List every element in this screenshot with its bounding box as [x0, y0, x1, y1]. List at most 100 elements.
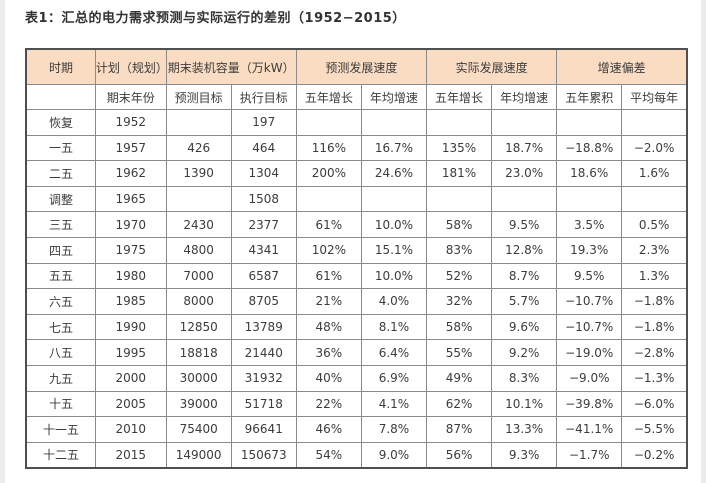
period-cell: 十二五 [25, 441, 96, 469]
value-cell: −1.7% [556, 441, 623, 469]
value-cell [295, 185, 362, 213]
value-cell: −9.0% [556, 364, 623, 392]
value-cell: 56% [425, 441, 493, 469]
value-cell: 1952 [94, 109, 167, 136]
table-row: 十五 2005 39000 51718 22% 4.1% 62% 10.1% −39.8% −6.… [25, 390, 688, 418]
value-cell: 4.1% [360, 390, 427, 418]
value-cell: 16.7% [360, 134, 427, 162]
subheader-cell: 期末年份 [94, 84, 167, 110]
period-cell: 恢复 [25, 109, 96, 136]
value-cell: 1980 [94, 262, 167, 290]
value-cell: 18818 [165, 339, 232, 366]
table-row: 十二五 2015 149000 150673 54% 9.0% 56% 9.3% −1.7% −0… [25, 441, 688, 469]
value-cell: 21% [295, 288, 362, 315]
value-cell: 2377 [230, 211, 297, 238]
value-cell: 102% [295, 236, 362, 264]
value-cell: 62% [425, 390, 493, 418]
value-cell: 8.7% [491, 262, 558, 290]
period-cell: 二五 [25, 160, 96, 187]
value-cell: 135% [425, 134, 493, 162]
value-cell [621, 185, 688, 213]
value-cell: −2.8% [621, 339, 688, 366]
header-cell: 计划（规划） [94, 48, 167, 85]
subheader-cell: 五年增长 [295, 84, 362, 110]
period-cell: 七五 [25, 313, 96, 341]
subheader-cell: 五年增长 [425, 84, 493, 110]
value-cell: 12850 [165, 313, 232, 341]
value-cell: 54% [295, 441, 362, 469]
value-cell: 7000 [165, 262, 232, 290]
value-cell: −1.8% [621, 313, 688, 341]
value-cell: 1.6% [621, 160, 688, 187]
table-row: 四五 1975 4800 4341 102% 15.1% 83% 12.8% 19.3% 2.3% [25, 236, 688, 264]
value-cell: 116% [295, 134, 362, 162]
value-cell: 30000 [165, 364, 232, 392]
value-cell: 1985 [94, 288, 167, 315]
table-body: 恢复 1952 197 一五 1957 426 464 116% 16.7% 135% 18.7% −… [25, 109, 688, 469]
value-cell: 49% [425, 364, 493, 392]
table-row: 二五 1962 1390 1304 200% 24.6% 181% 23.0% 18.6% 1.6… [25, 160, 688, 187]
table-row: 六五 1985 8000 8705 21% 4.0% 32% 5.7% −10.7% −1.8% [25, 288, 688, 315]
value-cell: 13789 [230, 313, 297, 341]
value-cell: 2430 [165, 211, 232, 238]
value-cell: 1.3% [621, 262, 688, 290]
value-cell: 0.5% [621, 211, 688, 238]
subheader-cell: 执行目标 [230, 84, 297, 110]
subheader-cell: 年均增速 [360, 84, 427, 110]
value-cell: −10.7% [556, 288, 623, 315]
table-row: 八五 1995 18818 21440 36% 6.4% 55% 9.2% −19.0% −2.8… [25, 339, 688, 366]
header-cell: 增速偏差 [556, 48, 688, 85]
period-cell: 四五 [25, 236, 96, 264]
value-cell: 40% [295, 364, 362, 392]
value-cell: 32% [425, 288, 493, 315]
value-cell [491, 185, 558, 213]
subheader-cell: 平均每年 [621, 84, 688, 110]
value-cell: 1304 [230, 160, 297, 187]
value-cell: 75400 [165, 416, 232, 443]
value-cell: 36% [295, 339, 362, 366]
value-cell: 9.0% [360, 441, 427, 469]
header-sub-row: 期末年份 预测目标 执行目标 五年增长 年均增速 五年增长 年均增速 五年累积 平均每年 [25, 84, 688, 110]
value-cell: 87% [425, 416, 493, 443]
value-cell: 197 [230, 109, 297, 136]
subheader-cell: 五年累积 [556, 84, 623, 110]
value-cell: −10.7% [556, 313, 623, 341]
value-cell: 149000 [165, 441, 232, 469]
page-edge-right [701, 0, 706, 483]
value-cell: 2005 [94, 390, 167, 418]
value-cell: 96641 [230, 416, 297, 443]
value-cell [165, 185, 232, 213]
header-cell: 实际发展速度 [425, 48, 558, 85]
value-cell: 10.1% [491, 390, 558, 418]
value-cell [556, 109, 623, 136]
value-cell: 6.9% [360, 364, 427, 392]
value-cell: 2015 [94, 441, 167, 469]
value-cell: 23.0% [491, 160, 558, 187]
value-cell: −6.0% [621, 390, 688, 418]
value-cell: 426 [165, 134, 232, 162]
value-cell: 1965 [94, 185, 167, 213]
value-cell: 21440 [230, 339, 297, 366]
value-cell: −1.8% [621, 288, 688, 315]
value-cell: 12.8% [491, 236, 558, 264]
value-cell: 7.8% [360, 416, 427, 443]
value-cell: 1962 [94, 160, 167, 187]
value-cell: 181% [425, 160, 493, 187]
value-cell: 58% [425, 313, 493, 341]
value-cell: −2.0% [621, 134, 688, 162]
value-cell [556, 185, 623, 213]
value-cell: 61% [295, 262, 362, 290]
value-cell: 1957 [94, 134, 167, 162]
period-cell: 八五 [25, 339, 96, 366]
value-cell: 1508 [230, 185, 297, 213]
value-cell: 1995 [94, 339, 167, 366]
value-cell: 10.0% [360, 262, 427, 290]
period-cell: 六五 [25, 288, 96, 315]
value-cell [165, 109, 232, 136]
period-cell: 调整 [25, 185, 96, 213]
table-title: 表1：汇总的电力需求预测与实际运行的差别（1952−2015） [25, 11, 406, 26]
value-cell: −0.2% [621, 441, 688, 469]
value-cell: 39000 [165, 390, 232, 418]
value-cell: 83% [425, 236, 493, 264]
table-row: 十一五 2010 75400 96641 46% 7.8% 87% 13.3% −41.1% −5… [25, 416, 688, 443]
